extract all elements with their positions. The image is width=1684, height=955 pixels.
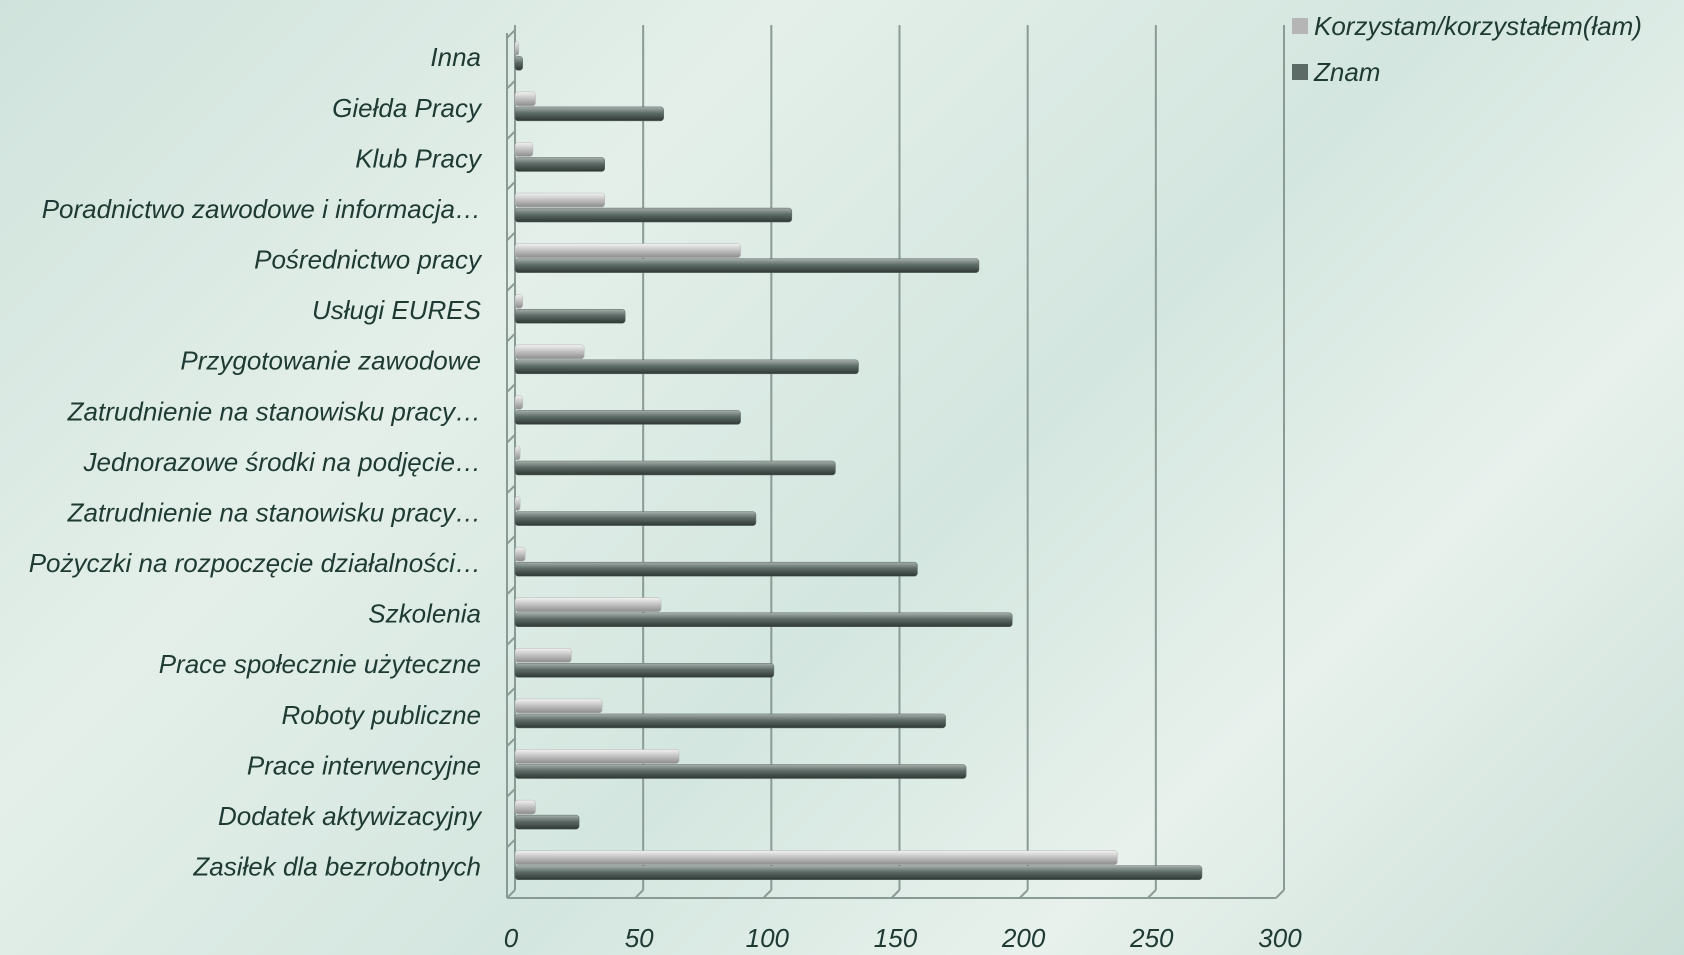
bar [514,663,775,678]
tick-mark [506,181,516,191]
legend-item: Korzystam/korzystałem(łam) [1292,8,1682,44]
tick-mark [506,332,516,343]
tick-mark [1147,889,1157,899]
bar [514,344,585,360]
y-tick-label: Przygotowanie zawodowe [180,346,481,376]
bar [514,41,520,56]
tick-mark [506,535,516,545]
tick-mark [506,79,516,90]
bar [514,192,605,208]
tick-mark [506,788,516,798]
y-tick-label: Poradnictwo zawodowe i informacja… [42,194,481,224]
tick-mark [1275,889,1285,899]
bar [514,511,757,526]
bar [514,410,741,425]
tick-mark [506,889,516,899]
bar [514,359,859,375]
bar [514,561,918,577]
bar [514,698,603,714]
legend-item: Znam [1292,54,1682,90]
bar [514,597,662,613]
y-tick-label: Zatrudnienie na stanowisku pracy… [67,396,481,426]
tick-mark [506,484,516,495]
tick-mark [506,282,516,292]
x-tick-label: 50 [625,923,654,953]
y-tick-label: Prace interwencyjne [247,750,481,780]
bar [514,865,1203,880]
tick-mark [506,433,516,444]
tick-mark [506,231,516,242]
bar [514,445,521,461]
bar [514,308,626,324]
tick-mark [506,383,516,393]
y-tick-label: Roboty publiczne [282,700,481,730]
y-tick-label: Usługi EURES [312,295,482,325]
y-tick-label: Prace społecznie użyteczne [159,649,481,679]
bar [514,142,534,157]
bar [514,258,980,273]
tick-mark [762,889,773,899]
y-tick-label: Pożyczki na rozpoczęcie działalności… [29,548,481,578]
x-tick-label: 0 [504,923,519,953]
tick-mark [506,585,516,596]
tick-mark [634,889,644,899]
legend-swatch [1292,64,1308,80]
bar [514,612,1013,628]
bar [514,496,521,511]
x-tick-label: 300 [1258,923,1302,953]
bar [514,91,536,107]
legend-label: Korzystam/korzystałem(łam) [1314,11,1642,41]
bar [514,546,526,562]
tick-mark [506,130,516,140]
bar [514,207,793,223]
tick-mark [506,636,516,646]
y-tick-label: Inna [430,42,481,72]
bar [514,243,741,258]
y-tick-label: Zasiłek dla bezrobotnych [192,852,481,882]
legend-label: Znam [1314,57,1381,87]
x-tick-label: 100 [746,923,790,953]
y-tick-label: Dodatek aktywizacyjny [218,801,483,831]
y-tick-label: Jednorazowe środki na podjęcie… [83,447,481,477]
bar [514,56,523,71]
bar [514,799,536,815]
bar [514,157,605,172]
x-tick-label: 150 [874,923,918,953]
legend-swatch [1292,18,1308,34]
tick-mark [890,889,901,899]
x-tick-label: 250 [1129,923,1174,953]
bar [514,713,946,729]
y-tick-label: Klub Pracy [355,143,483,173]
x-tick-label: 200 [1001,923,1046,953]
bar [514,814,580,830]
bar [514,395,523,410]
bar [514,648,572,663]
legend: Korzystam/korzystałem(łam) Znam [1292,8,1682,100]
y-tick-label: Zatrudnienie na stanowisku pracy… [67,497,481,527]
tick-mark [506,737,516,747]
bar [514,293,523,309]
y-tick-label: Szkolenia [368,599,481,629]
bar [514,764,967,779]
tick-mark [506,29,516,39]
bar [514,460,836,476]
bar [514,106,664,122]
tick-mark [506,686,516,697]
bar [514,749,680,764]
bar [514,850,1118,865]
y-tick-label: Giełda Pracy [332,93,483,123]
tick-mark [1018,889,1029,899]
tick-mark [506,838,516,849]
y-tick-label: Pośrednictwo pracy [254,245,483,275]
